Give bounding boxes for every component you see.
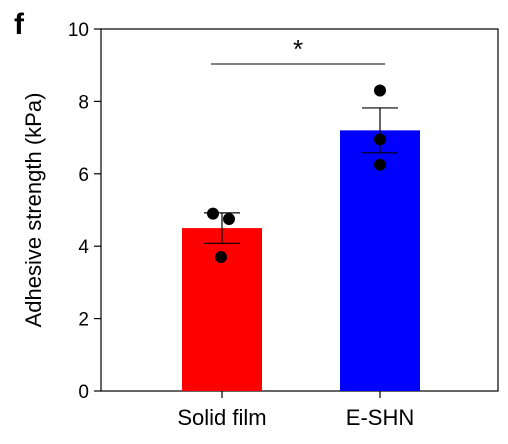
y-axis-label: Adhesive strength (kPa)	[21, 93, 46, 328]
x-tick-label: E-SHN	[346, 405, 414, 430]
y-tick-label: 4	[78, 237, 89, 258]
bar-1	[340, 130, 420, 392]
data-point	[223, 213, 235, 226]
data-point	[374, 158, 386, 171]
x-ticks: Solid film E-SHN	[177, 391, 414, 430]
y-tick-label: 2	[78, 310, 89, 331]
y-ticks: 0 2 4 6 8 10	[68, 20, 101, 403]
data-points	[207, 84, 386, 264]
significance-marker: *	[293, 34, 303, 64]
data-point	[374, 84, 386, 97]
y-tick-label: 8	[78, 92, 89, 113]
significance-bracket: *	[211, 34, 385, 65]
y-tick-label: 6	[78, 165, 89, 186]
plot-frame	[100, 28, 499, 392]
data-point	[374, 133, 386, 146]
axes	[100, 28, 499, 392]
y-tick-label: 10	[68, 20, 89, 41]
data-point	[215, 251, 227, 264]
x-tick-label: Solid film	[177, 405, 266, 430]
panel-label: f	[14, 8, 25, 41]
data-point	[207, 207, 219, 220]
y-tick-label: 0	[78, 382, 89, 403]
